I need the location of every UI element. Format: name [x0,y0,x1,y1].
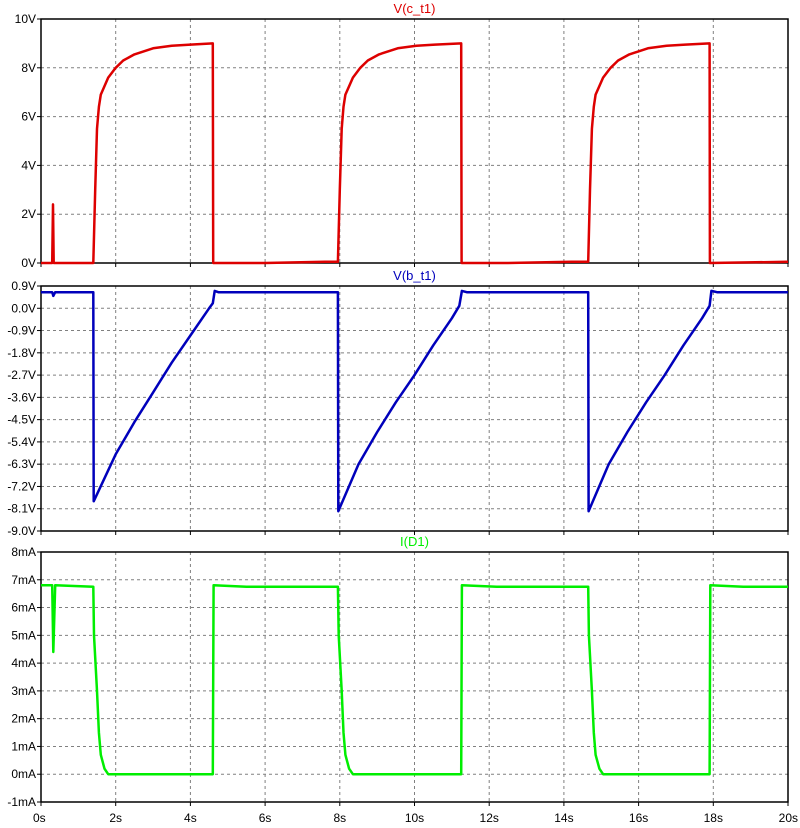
y-tick-label: 2V [21,207,36,221]
y-tick-label: -2.7V [7,368,36,382]
plot-panel-1: 0V 2V 4V 6V 8V 10V V(c_t1) [15,1,789,270]
y-tick-label: 1mA [11,739,36,753]
plot-frame [40,18,789,264]
x-tick-label: 0s [33,811,46,825]
y-tick-label: 7mA [11,573,36,587]
trace-line [41,584,788,776]
y-tick-label: -4.5V [7,413,36,427]
y-tick-label: 0V [21,256,36,270]
y-tick-label: 5mA [11,628,36,642]
x-tick-label: 10s [405,811,424,825]
x-tick-label: 20s [779,811,798,825]
y-tick-label: -1mA [7,795,36,809]
panel-title: V(b_t1) [393,268,436,283]
y-tick-label: 4V [21,158,36,172]
y-tick-label: 8V [21,61,36,75]
plot-frame [40,285,789,532]
x-tick-label: 4s [184,811,197,825]
y-tick-label: 0mA [11,767,36,781]
y-tick-label: 0.0V [11,301,36,315]
y-tick-label: -3.6V [7,390,36,404]
y-tick-label: -0.9V [7,324,36,338]
y-tick-label: 6V [21,110,36,124]
y-tick-label: 0.9V [11,279,36,293]
trace-line [41,42,788,265]
panel-title: I(D1) [400,534,429,549]
y-tick-label: 6mA [11,601,36,615]
trace-line [41,289,788,513]
y-tick-label: 3mA [11,684,36,698]
y-tick-label: 8mA [11,545,36,559]
x-tick-label: 12s [480,811,499,825]
y-tick-label: 10V [15,12,36,26]
x-tick-label: 16s [629,811,648,825]
x-tick-label: 8s [333,811,346,825]
plot-frame [40,551,789,803]
x-tick-label: 14s [554,811,573,825]
y-tick-label: -6.3V [7,457,36,471]
plot-panel-3: -1mA 0mA 1mA 2mA 3mA 4mA 5mA 6mA 7mA 8mA I(D1) [7,534,789,809]
y-tick-label: 4mA [11,656,36,670]
x-tick-label: 6s [259,811,272,825]
y-tick-label: -7.2V [7,479,36,493]
y-tick-label: -8.1V [7,502,36,516]
y-tick-label: -9.0V [7,524,36,538]
x-tick-label: 2s [109,811,122,825]
y-tick-label: 2mA [11,712,36,726]
y-tick-label: -1.8V [7,346,36,360]
plot-panel-2: -9.0V -8.1V -7.2V -6.3V -5.4V -4.5V -3.6V -2.7V… [7,268,789,538]
panel-title: V(c_t1) [394,1,436,16]
y-tick-label: -5.4V [7,435,36,449]
x-tick-label: 18s [704,811,723,825]
